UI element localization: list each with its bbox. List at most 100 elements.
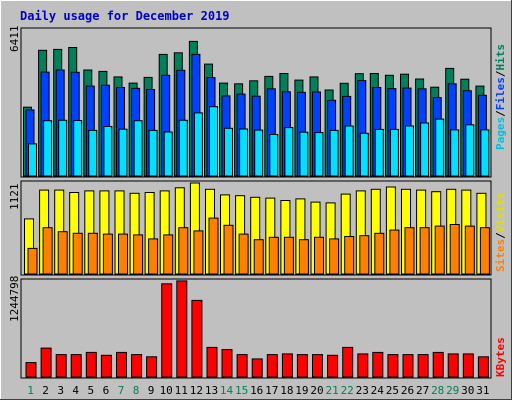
x-tick-label-day-3: 3 [57,384,64,397]
x-tick-label-day-30: 30 [461,384,474,397]
bar-sites-day-19 [298,239,309,275]
bar-sites-day-26 [404,227,415,275]
bar-kbytes-day-2 [40,347,52,378]
bar-pages-day-20 [314,132,324,177]
bar-kbytes-day-27 [417,354,429,378]
x-tick-label-day-24: 24 [371,384,385,397]
bar-kbytes-day-20 [312,354,323,378]
bar-pages-day-5 [88,129,98,177]
bar-kbytes-day-6 [100,354,112,378]
bar-sites-day-16 [253,239,264,275]
middle-legend: Sites/Visits [494,193,507,273]
legend-files: Files [494,77,507,110]
bar-kbytes-day-17 [266,354,278,378]
x-tick-label-day-2: 2 [42,384,49,397]
bar-pages-day-8 [133,120,143,177]
bar-kbytes-day-5 [85,351,97,378]
bar-sites-day-14 [223,224,234,275]
x-tick-label-day-21: 21 [325,384,338,397]
bar-pages-day-19 [299,131,309,177]
bar-sites-day-11 [178,227,189,275]
bar-kbytes-day-15 [236,354,248,378]
x-tick-label-day-4: 4 [72,384,79,397]
x-tick-label-day-13: 13 [205,384,218,397]
bar-kbytes-day-21 [327,354,339,378]
legend-pages: Pages [494,117,507,150]
bar-kbytes-day-8 [131,354,143,378]
legend-sep: / [494,232,507,239]
bar-sites-day-2 [42,227,53,275]
x-tick-label-day-1: 1 [27,384,34,397]
bar-pages-day-24 [374,128,384,177]
bar-pages-day-25 [389,128,399,177]
bar-sites-day-4 [72,232,83,275]
bar-pages-day-26 [405,125,414,177]
bar-sites-day-6 [102,233,113,275]
x-tick-label-day-27: 27 [416,384,429,397]
x-tick-label-day-22: 22 [341,384,354,397]
bar-sites-day-1 [27,247,38,275]
bar-kbytes-day-29 [447,353,459,378]
x-tick-label-day-6: 6 [103,384,110,397]
bar-pages-day-15 [239,128,249,177]
bar-pages-day-13 [209,106,218,177]
x-tick-label-day-8: 8 [133,384,140,397]
bar-sites-day-22 [344,236,355,275]
bar-sites-day-29 [449,224,460,275]
bar-pages-day-18 [284,127,294,177]
bar-pages-day-9 [148,129,158,177]
bar-pages-day-23 [359,132,369,177]
x-tick-label-day-28: 28 [431,384,444,397]
bar-kbytes-day-9 [146,356,158,378]
bar-kbytes-day-11 [176,280,188,378]
legend-visits: Visits [494,193,507,233]
x-tick-label-day-16: 16 [250,384,263,397]
bar-sites-day-9 [148,238,159,275]
bar-pages-day-2 [43,120,53,177]
bar-pages-day-30 [465,124,475,177]
x-tick-label-day-19: 19 [295,384,308,397]
bar-pages-day-12 [193,112,203,177]
bar-kbytes-day-13 [206,346,218,378]
bar-kbytes-day-4 [70,354,82,378]
bar-sites-day-23 [359,235,370,275]
legend-sep: / [494,110,507,117]
x-tick-label-day-20: 20 [310,384,323,397]
legend-sites: Sites [494,239,507,272]
legend-hits: Hits [494,44,507,71]
bar-pages-day-22 [344,125,354,177]
bar-sites-day-12 [193,230,204,275]
bar-pages-day-27 [420,122,430,177]
bar-sites-day-13 [208,217,219,275]
bar-pages-day-4 [73,120,83,177]
middle-max-label: 1121 [8,184,21,211]
bar-kbytes-day-23 [357,353,369,378]
bar-pages-day-3 [58,119,68,177]
bar-sites-day-25 [389,229,400,275]
bar-sites-day-7 [118,233,128,275]
bar-sites-day-21 [329,238,340,275]
bar-kbytes-day-30 [462,353,474,378]
bar-kbytes-day-25 [387,354,399,378]
bar-pages-day-16 [254,129,264,177]
bottom-max-label: 1244798 [8,276,21,322]
bar-sites-day-30 [464,225,475,275]
legend-kbytes: KBytes [494,337,507,377]
bar-pages-day-31 [480,129,490,177]
bottom-legend: KBytes [494,337,507,377]
bar-kbytes-day-12 [191,299,203,378]
bar-kbytes-day-3 [55,354,67,378]
x-axis-labels: 1 2 3 4 5 6 7 8 9 10 11 12 13 14 15 16 17 18 19 20 21 22 23 24 2… [27,384,489,397]
bar-sites-day-31 [479,227,490,275]
x-tick-label-day-25: 25 [386,384,399,397]
bar-sites-day-28 [434,225,445,275]
bars-layer [23,40,490,378]
bar-sites-day-15 [238,233,249,275]
bar-kbytes-day-1 [25,362,37,378]
bar-sites-day-3 [57,231,68,275]
bar-kbytes-day-28 [432,351,444,378]
x-tick-label-day-7: 7 [118,384,125,397]
bar-kbytes-day-22 [342,346,354,378]
bar-kbytes-day-10 [161,283,173,378]
